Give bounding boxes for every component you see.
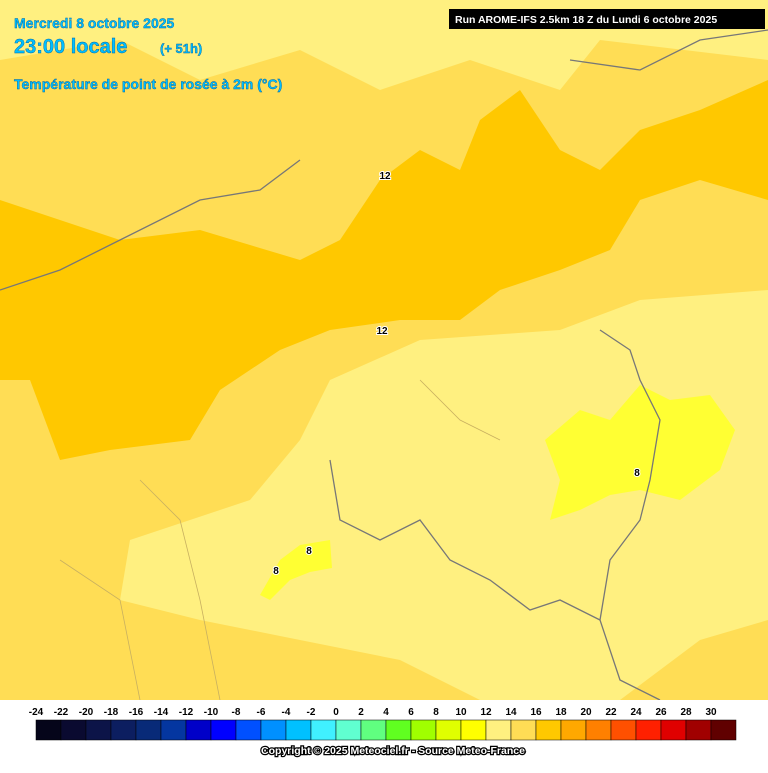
color-swatch bbox=[710, 719, 737, 741]
contour-label: 12 bbox=[379, 171, 391, 182]
color-swatch bbox=[335, 719, 362, 741]
date: Mercredi 8 octobre 2025 bbox=[14, 15, 175, 31]
colorbar-tick-label: 22 bbox=[605, 707, 617, 718]
run-box bbox=[449, 9, 765, 29]
yellow-patch bbox=[545, 385, 735, 520]
colorbar-tick-label: 6 bbox=[408, 707, 414, 718]
color-swatch bbox=[85, 719, 112, 741]
colorbar-tick-label: 10 bbox=[455, 707, 467, 718]
color-swatch bbox=[285, 719, 312, 741]
color-swatch bbox=[560, 719, 587, 741]
color-swatch bbox=[435, 719, 462, 741]
colorbar-tick-label: 4 bbox=[383, 707, 389, 718]
color-swatch bbox=[610, 719, 637, 741]
colorbar-tick-label: -6 bbox=[257, 707, 266, 718]
colorbar-tick-label: -18 bbox=[104, 707, 119, 718]
colorbar-tick-label: 8 bbox=[433, 707, 439, 718]
color-swatch bbox=[260, 719, 287, 741]
contour-label: 12 bbox=[376, 326, 388, 337]
pale-zone bbox=[120, 290, 768, 700]
color-swatch bbox=[685, 719, 712, 741]
color-swatch bbox=[185, 719, 212, 741]
border-line bbox=[569, 29, 768, 71]
border-line bbox=[0, 159, 301, 291]
border-line bbox=[329, 459, 601, 621]
color-swatch bbox=[585, 719, 612, 741]
colorbar-tick-label: 20 bbox=[580, 707, 592, 718]
colorbar-tick-label: 12 bbox=[480, 707, 492, 718]
colorbar-tick-label: -8 bbox=[232, 707, 241, 718]
colorbar-tick-label: 26 bbox=[655, 707, 667, 718]
time: 23:00 locale bbox=[14, 36, 127, 58]
colorbar-tick-label: -14 bbox=[154, 707, 169, 718]
colorbar-tick-label: -16 bbox=[129, 707, 144, 718]
colorbar-tick-label: -24 bbox=[29, 707, 44, 718]
color-swatch bbox=[485, 719, 512, 741]
colorbar-tick-label: 14 bbox=[505, 707, 517, 718]
color-swatch bbox=[110, 719, 137, 741]
yellow-patch bbox=[260, 540, 332, 600]
colorbar-tick-label: 16 bbox=[530, 707, 542, 718]
color-swatch bbox=[310, 719, 337, 741]
color-swatch bbox=[660, 719, 687, 741]
colorbar-tick-label: -12 bbox=[179, 707, 194, 718]
colorbar-tick-label: 30 bbox=[705, 707, 717, 718]
colorbar-tick-label: 28 bbox=[680, 707, 692, 718]
orange-band bbox=[0, 80, 768, 460]
colorbar-tick-label: -2 bbox=[307, 707, 316, 718]
copyright: Copyright © 2025 Meteociel.fr - Source M… bbox=[261, 745, 525, 757]
region-line bbox=[59, 379, 501, 701]
color-swatch bbox=[360, 719, 387, 741]
contour-label: 8 bbox=[273, 566, 279, 577]
colorbar-tick-label: 2 bbox=[358, 707, 364, 718]
color-swatch bbox=[510, 719, 537, 741]
offset: (+ 51h) bbox=[160, 41, 202, 56]
colorbar-tick-label: -20 bbox=[79, 707, 94, 718]
color-swatch bbox=[410, 719, 437, 741]
color-swatch bbox=[135, 719, 162, 741]
color-swatch bbox=[535, 719, 562, 741]
colorbar-tick-label: 24 bbox=[630, 707, 642, 718]
color-swatch bbox=[160, 719, 187, 741]
color-swatch bbox=[35, 719, 62, 741]
color-swatch bbox=[635, 719, 662, 741]
colorbar-tick-label: -22 bbox=[54, 707, 69, 718]
colorbar-tick-label: -10 bbox=[204, 707, 219, 718]
color-swatch bbox=[235, 719, 262, 741]
color-swatch bbox=[60, 719, 87, 741]
color-swatch bbox=[385, 719, 412, 741]
contour-label: 8 bbox=[306, 546, 312, 557]
colorbar-tick-label: -4 bbox=[282, 707, 291, 718]
color-swatch bbox=[460, 719, 487, 741]
contour-label: 8 bbox=[634, 468, 640, 479]
colorbar-tick-label: 0 bbox=[333, 707, 339, 718]
color-swatch bbox=[210, 719, 237, 741]
parameter: Température de point de rosée à 2m (°C) bbox=[14, 76, 282, 92]
colorbar-tick-label: 18 bbox=[555, 707, 567, 718]
run-info: Run AROME-IFS 2.5km 18 Z du Lundi 6 octo… bbox=[455, 14, 717, 26]
border-line bbox=[599, 329, 661, 701]
